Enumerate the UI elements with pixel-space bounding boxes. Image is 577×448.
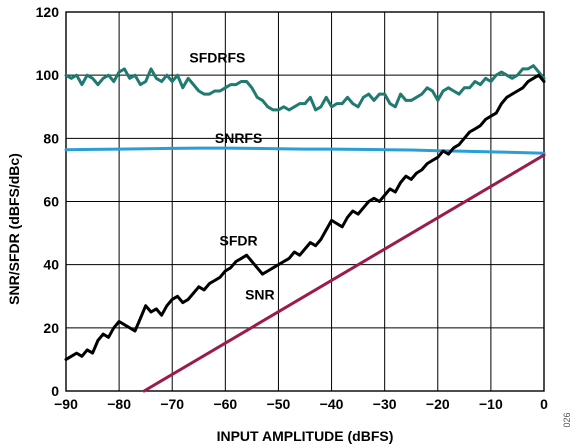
x-tick-label: −60 bbox=[213, 396, 237, 412]
series-line-snrfs bbox=[64, 146, 546, 155]
series-line-sfdr bbox=[64, 73, 546, 361]
y-tick-label: 40 bbox=[43, 257, 59, 273]
y-tick-label: 0 bbox=[51, 383, 59, 399]
x-tick-label: −10 bbox=[479, 396, 503, 412]
series-label-snrfs: SNRFS bbox=[215, 130, 262, 146]
y-tick-label: 100 bbox=[36, 67, 60, 83]
series-line-snr bbox=[142, 153, 546, 393]
x-tick-label: −70 bbox=[160, 396, 184, 412]
y-axis-label: SNR/SFDR (dBFS/dBc) bbox=[6, 153, 22, 305]
series-label-sfdr: SFDR bbox=[220, 233, 258, 249]
y-tick-label: 20 bbox=[43, 320, 59, 336]
y-tick-label: 60 bbox=[43, 194, 59, 210]
series-line-sfdrfs bbox=[64, 64, 546, 112]
x-tick-label: 0 bbox=[540, 396, 548, 412]
series-labels: SFDRFS SNRFS SFDR SNR bbox=[189, 50, 274, 303]
series-label-snr: SNR bbox=[245, 286, 275, 302]
figure-id: 026 bbox=[562, 412, 572, 427]
x-tick-label: −50 bbox=[267, 396, 291, 412]
series-layer bbox=[64, 64, 546, 393]
y-tick-label: 80 bbox=[43, 130, 59, 146]
plot-frame bbox=[65, 11, 545, 392]
y-tick-label: 120 bbox=[36, 4, 60, 20]
series-label-sfdrfs: SFDRFS bbox=[189, 50, 245, 66]
x-axis-label: INPUT AMPLITUDE (dBFS) bbox=[217, 428, 394, 444]
x-tick-label: −20 bbox=[426, 396, 450, 412]
x-tick-label: −80 bbox=[107, 396, 131, 412]
x-tick-label: −90 bbox=[54, 396, 78, 412]
tick-labels: −90 −80 −70 −60 −50 −40 −30 −20 −10 0 0 20 40 60 80 100… bbox=[36, 4, 548, 412]
x-tick-label: −30 bbox=[373, 396, 397, 412]
grid bbox=[65, 11, 545, 392]
x-tick-label: −40 bbox=[320, 396, 344, 412]
